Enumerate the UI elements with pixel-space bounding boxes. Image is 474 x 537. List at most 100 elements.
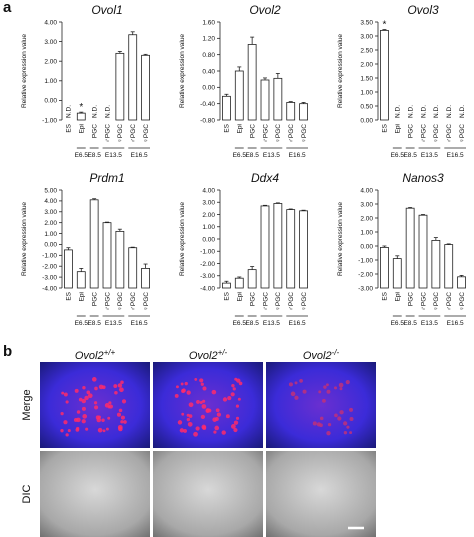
x-tick-label: ♀PGC: [301, 124, 308, 143]
cell-dot: [82, 414, 88, 419]
y-tick-label: -2.00: [42, 264, 57, 271]
group-label: E8.5: [245, 152, 259, 159]
group-label: E8.5: [403, 320, 417, 327]
group-label: E8.5: [87, 320, 101, 327]
cell-dot: [67, 429, 71, 433]
cell-dot: [200, 414, 206, 420]
group-label: E16.5: [131, 320, 148, 327]
y-axis-label: Relative expression value: [179, 202, 186, 276]
group-label: E13.5: [105, 320, 122, 327]
y-tick-label: 1.60: [202, 19, 215, 26]
cell-dot: [227, 396, 232, 401]
cell-dot: [338, 382, 344, 388]
x-tick-label: ♂PGC: [288, 124, 295, 143]
cell-dot: [81, 398, 87, 404]
x-tick-label: ♀PGC: [275, 292, 282, 311]
cell-dot: [199, 401, 203, 404]
y-tick-label: 0.00: [44, 98, 57, 105]
merge-image: [266, 362, 376, 448]
cell-dot: [118, 408, 123, 413]
cell-dot: [91, 377, 97, 382]
x-tick-label: ♂PGC: [420, 292, 427, 311]
x-tick-label: ES: [382, 291, 389, 300]
cell-dot: [96, 417, 102, 423]
y-tick-label: 1.00: [360, 89, 373, 96]
cell-dot: [63, 420, 68, 425]
annotation: N.D.: [407, 105, 414, 118]
panel-label: a: [3, 0, 12, 16]
y-tick-label: -3.00: [200, 273, 215, 280]
bar: [141, 54, 150, 121]
cell-dot: [294, 395, 299, 400]
x-tick-label: Epi: [395, 292, 402, 301]
bar: [392, 258, 402, 289]
cell-dot: [196, 400, 200, 404]
y-tick-label: -1.00: [42, 253, 57, 260]
cell-dot: [105, 427, 109, 431]
cell-dot: [230, 424, 236, 429]
x-tick-label: ♀PGC: [117, 292, 124, 311]
cell-dot: [117, 424, 123, 430]
bar: [128, 247, 138, 289]
bar: [299, 210, 308, 289]
y-axis-label: Relative expression value: [21, 34, 28, 108]
bar: [102, 222, 112, 289]
cell-dot: [181, 388, 186, 393]
y-tick-label: 4.00: [360, 187, 373, 194]
y-tick-label: 1.00: [360, 229, 373, 236]
bar: [234, 70, 244, 121]
dic-image: [153, 451, 263, 537]
annotation: N.D.: [433, 105, 440, 118]
cell-dot: [187, 421, 193, 427]
cell-dot: [193, 431, 198, 437]
cell-dot: [327, 422, 332, 427]
y-tick-label: 3.00: [44, 39, 57, 46]
y-tick-label: 1.20: [202, 36, 215, 43]
y-tick-label: 1.50: [360, 75, 373, 82]
cell-dot: [345, 380, 350, 385]
cell-dot: [184, 381, 188, 386]
cell-dot: [120, 415, 125, 420]
group-label: E16.5: [447, 320, 464, 327]
cell-dot: [121, 399, 127, 404]
x-tick-label: ♀PGC: [143, 292, 150, 311]
x-tick-label: ♀PGC: [433, 124, 440, 143]
gene: Ovol2: [75, 350, 104, 362]
genotype: -/-: [332, 348, 340, 357]
cell-dot: [65, 400, 69, 404]
y-tick-label: 5.00: [44, 187, 57, 194]
genotype: +/+: [104, 348, 116, 357]
cell-dot: [93, 405, 99, 410]
y-tick-label: 0.00: [202, 236, 215, 243]
cell-dot: [81, 406, 86, 411]
cell-dot: [117, 383, 123, 388]
y-axis-label: Relative expression value: [21, 202, 28, 276]
cell-dot: [233, 427, 238, 433]
cell-dot: [235, 416, 240, 420]
cell-dot: [116, 412, 121, 417]
cell-dot: [119, 387, 124, 393]
cell-dot: [177, 420, 183, 425]
cell-dot: [211, 389, 217, 395]
annotation: *: [79, 102, 83, 113]
cell-dot: [299, 378, 303, 383]
annotation: N.D.: [446, 105, 453, 118]
group-label: E6.5: [233, 152, 247, 159]
y-tick-label: 0.00: [44, 242, 57, 249]
cell-dot: [200, 382, 204, 386]
bar: [380, 29, 389, 121]
cell-dot: [86, 390, 91, 395]
group-label: E6.5: [75, 320, 89, 327]
genotype-header: Ovol2+/+: [75, 348, 116, 362]
x-tick-label: ♂PGC: [104, 124, 111, 143]
merge-image: [153, 362, 263, 448]
x-tick-label: ♂PGC: [288, 292, 295, 311]
cell-dot: [333, 386, 338, 390]
gene: Ovol2: [189, 350, 218, 362]
y-tick-label: -0.80: [200, 117, 215, 124]
cell-dot: [290, 391, 296, 397]
bar: [89, 199, 99, 289]
cell-dot: [76, 417, 81, 423]
chart-title: Ovol3: [407, 3, 439, 17]
cell-dot: [316, 422, 322, 427]
